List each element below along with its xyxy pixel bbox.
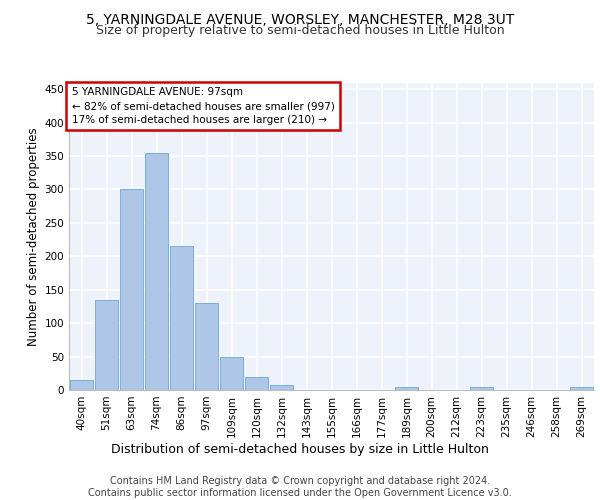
Text: 5, YARNINGDALE AVENUE, WORSLEY, MANCHESTER, M28 3UT: 5, YARNINGDALE AVENUE, WORSLEY, MANCHEST… [86,12,514,26]
Bar [395,388,418,390]
Text: 5 YARNINGDALE AVENUE: 97sqm
← 82% of semi-detached houses are smaller (997)
17% : 5 YARNINGDALE AVENUE: 97sqm ← 82% of sem… [71,87,335,125]
Bar [145,152,168,390]
Bar [470,388,493,390]
Bar [220,356,243,390]
Text: Size of property relative to semi-detached houses in Little Hulton: Size of property relative to semi-detach… [95,24,505,37]
Text: Contains public sector information licensed under the Open Government Licence v3: Contains public sector information licen… [88,488,512,498]
Bar [245,376,268,390]
Bar [570,388,593,390]
Text: Contains HM Land Registry data © Crown copyright and database right 2024.: Contains HM Land Registry data © Crown c… [110,476,490,486]
Bar [120,190,143,390]
Y-axis label: Number of semi-detached properties: Number of semi-detached properties [27,127,40,346]
Bar [270,384,293,390]
Bar [195,303,218,390]
Text: Distribution of semi-detached houses by size in Little Hulton: Distribution of semi-detached houses by … [111,442,489,456]
Bar [170,246,193,390]
Bar [70,380,93,390]
Bar [95,300,118,390]
